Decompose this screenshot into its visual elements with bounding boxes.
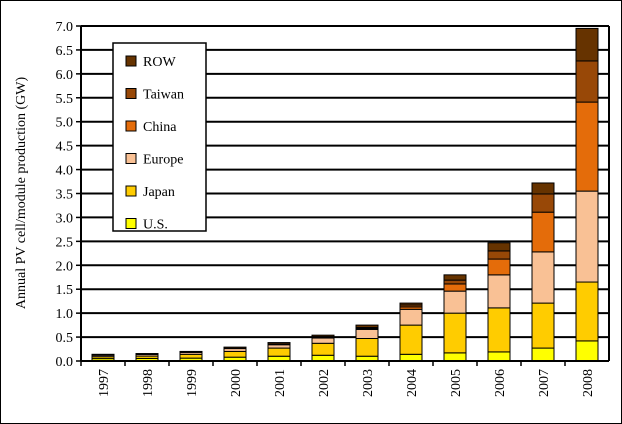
x-tick-label: 2006 — [493, 369, 508, 397]
y-tick-label: 6.5 — [56, 44, 74, 59]
bar-segment-us-2007 — [531, 347, 555, 362]
bar-segment-china-2005 — [443, 283, 467, 292]
x-tick-label: 2000 — [229, 369, 244, 397]
bar-segment-japan-2001 — [267, 347, 291, 357]
y-tick-label: 0.0 — [56, 355, 74, 370]
x-tick-label: 2003 — [361, 369, 376, 397]
bar-segment-japan-2002 — [311, 342, 335, 356]
y-tick-label: 2.5 — [56, 235, 74, 250]
y-axis-label: Annual PV cell/module production (GW) — [14, 77, 29, 310]
legend: ROW Taiwan China Europe Japan U.S. — [112, 42, 207, 233]
legend-swatch — [125, 88, 137, 99]
legend-swatch — [125, 218, 137, 229]
bar-segment-taiwan-2005 — [443, 279, 467, 285]
bar-segment-row-2003 — [355, 324, 379, 329]
legend-box — [112, 42, 207, 232]
bars — [91, 27, 599, 362]
bar-segment-china-2008 — [575, 101, 599, 192]
bar-segment-row-1997 — [91, 353, 115, 356]
bar-segment-us-2006 — [487, 351, 511, 362]
bar-segment-row-1999 — [179, 350, 203, 353]
y-tick-label: 4.5 — [56, 140, 74, 155]
legend-label: Japan — [143, 185, 175, 200]
bar-segment-us-2004 — [399, 353, 423, 362]
x-tick-label: 1999 — [185, 369, 200, 397]
x-tick-label: 2007 — [537, 369, 552, 397]
legend-swatch — [125, 120, 137, 132]
bar-segment-china-2007 — [531, 211, 555, 253]
y-tick-label: 7.0 — [56, 20, 74, 35]
bar-segment-europe-2001 — [267, 344, 291, 349]
bar-segment-row-2008 — [575, 27, 599, 62]
bar-segment-japan-2005 — [443, 312, 467, 354]
x-tick-label: 2001 — [273, 369, 288, 397]
legend-swatch — [125, 153, 137, 164]
legend-label: Taiwan — [143, 88, 184, 103]
legend-label: Europe — [143, 153, 183, 168]
y-tick-label: 1.5 — [56, 283, 74, 298]
bar-segment-europe-2005 — [443, 290, 467, 314]
bar-segment-row-2002 — [311, 334, 335, 338]
bar-segment-japan-2006 — [487, 307, 511, 353]
legend-swatch — [125, 55, 137, 67]
x-tick-label: 1997 — [97, 369, 112, 397]
bar-segment-japan-2008 — [575, 281, 599, 342]
bar-segment-row-2005 — [443, 274, 467, 281]
bar-segment-europe-2003 — [355, 328, 379, 340]
bar-segment-japan-2003 — [355, 338, 379, 357]
y-tick-label: 6.0 — [56, 68, 74, 83]
y-tick-label: 1.0 — [56, 307, 74, 322]
y-tick-label: 3.5 — [56, 188, 74, 203]
x-tick-label: 2004 — [405, 369, 420, 397]
bar-segment-japan-2000 — [223, 350, 247, 358]
y-tick-label: 4.0 — [56, 164, 74, 179]
bar-segment-europe-2004 — [399, 308, 423, 326]
axes: 0.0 0.5 1.0 1.5 2.0 2.5 3.0 3.5 4.0 4.5 5.0 5.5 6.0 6… — [56, 20, 610, 397]
bar-segment-japan-1999 — [179, 353, 203, 359]
bar-segment-row-1998 — [135, 353, 159, 355]
bar-segment-taiwan-2006 — [487, 250, 511, 260]
bar-segment-taiwan-2008 — [575, 60, 599, 103]
y-tick-label: 0.5 — [56, 331, 74, 346]
bar-segment-europe-2002 — [311, 337, 335, 344]
x-tick-label: 2002 — [317, 369, 332, 397]
bar-segment-row-2004 — [399, 302, 423, 306]
bar-segment-row-2007 — [531, 182, 555, 195]
bar-segment-europe-2006 — [487, 274, 511, 309]
bar-segment-europe-2008 — [575, 190, 599, 283]
bar-segment-japan-2004 — [399, 324, 423, 355]
bar-segment-china-2006 — [487, 258, 511, 276]
legend-swatch — [125, 185, 137, 197]
legend-label: ROW — [143, 55, 176, 70]
legend-label: China — [143, 120, 177, 135]
y-tick-label: 3.0 — [56, 211, 74, 226]
y-tick-label: 5.5 — [56, 92, 74, 107]
x-tick-label: 1998 — [141, 369, 156, 397]
bar-segment-row-2001 — [267, 342, 291, 345]
y-tick-label: 5.0 — [56, 116, 74, 131]
bar-segment-japan-2007 — [531, 302, 555, 349]
x-tick-label: 2005 — [449, 369, 464, 397]
y-tick-label: 2.0 — [56, 259, 74, 274]
bar-segment-us-2005 — [443, 352, 467, 362]
legend-label: U.S. — [143, 218, 168, 233]
bar-segment-row-2000 — [223, 346, 247, 349]
bar-segment-europe-2007 — [531, 251, 555, 304]
x-tick-label: 2008 — [581, 369, 596, 397]
bar-segment-us-2008 — [575, 340, 599, 362]
bar-segment-row-2006 — [487, 242, 511, 252]
bar-segment-taiwan-2007 — [531, 193, 555, 213]
